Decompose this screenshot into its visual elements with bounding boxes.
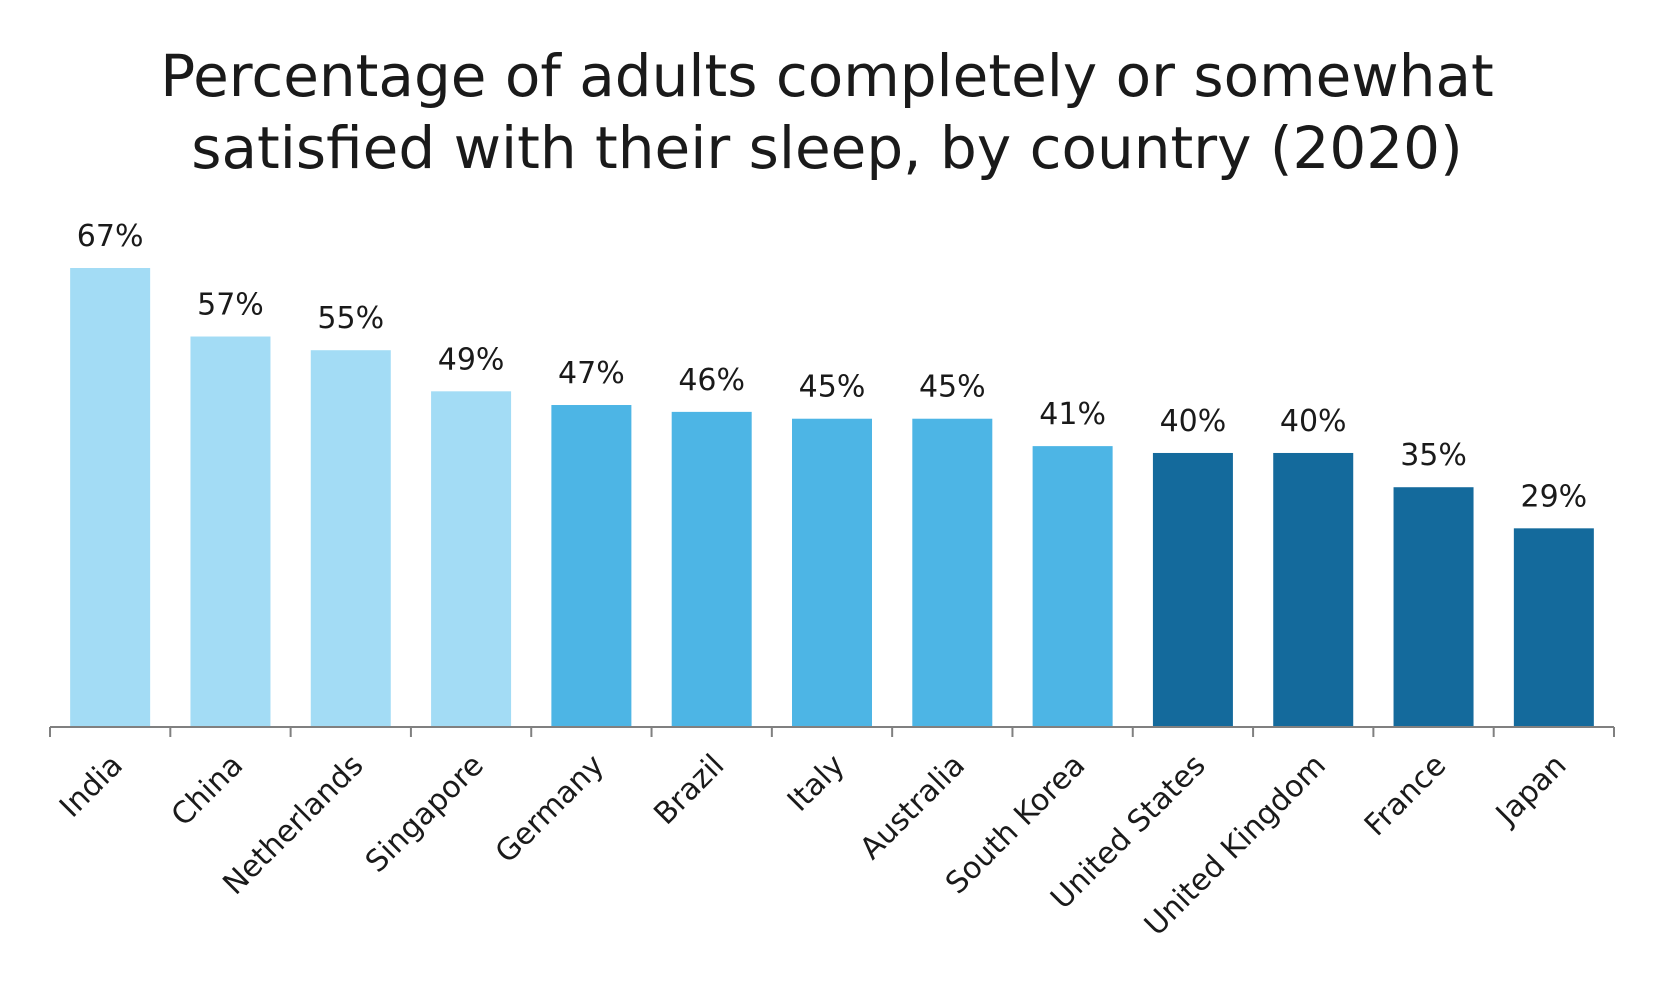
- data-label: 35%: [1400, 438, 1467, 473]
- x-tick-label: China: [165, 748, 250, 833]
- bar-australia: [912, 418, 993, 727]
- chart-title-line-1: Percentage of adults completely or somew…: [160, 42, 1494, 110]
- data-label: 41%: [1039, 397, 1106, 432]
- data-label: 29%: [1521, 479, 1588, 514]
- bar-united-kingdom: [1273, 452, 1354, 727]
- x-tick-label: Brazil: [647, 748, 731, 832]
- chart-title-line-2: satisfied with their sleep, by country (…: [191, 114, 1463, 182]
- data-label: 47%: [558, 356, 625, 391]
- bar-india: [70, 268, 151, 727]
- bar-china: [190, 336, 271, 727]
- bar-united-states: [1152, 452, 1233, 727]
- bar-japan: [1513, 528, 1594, 727]
- bar-germany: [551, 405, 632, 727]
- data-label: 57%: [197, 288, 264, 323]
- x-tick-label: Singapore: [359, 748, 491, 880]
- data-label: 46%: [678, 363, 745, 398]
- x-tick-label: France: [1358, 748, 1453, 843]
- bar-south-korea: [1032, 446, 1113, 727]
- x-tick-label: India: [53, 748, 130, 825]
- data-label: 55%: [317, 301, 384, 336]
- data-label: 45%: [919, 370, 986, 405]
- bar-singapore: [431, 391, 512, 727]
- data-label: 40%: [1280, 404, 1347, 439]
- bar-brazil: [671, 411, 752, 727]
- bar-italy: [792, 418, 872, 727]
- data-label: 40%: [1160, 404, 1227, 439]
- x-tick-label: Italy: [781, 748, 852, 819]
- data-label: 45%: [799, 370, 866, 405]
- x-tick-label: Japan: [1488, 748, 1573, 833]
- data-label: 49%: [438, 342, 505, 377]
- x-tick-label: Germany: [489, 748, 611, 870]
- chart-title: Percentage of adults completely or somew…: [0, 40, 1654, 184]
- x-tick-label: Australia: [853, 748, 972, 867]
- data-label: 67%: [77, 219, 144, 254]
- bar-netherlands: [310, 350, 391, 727]
- bar-france: [1393, 487, 1474, 727]
